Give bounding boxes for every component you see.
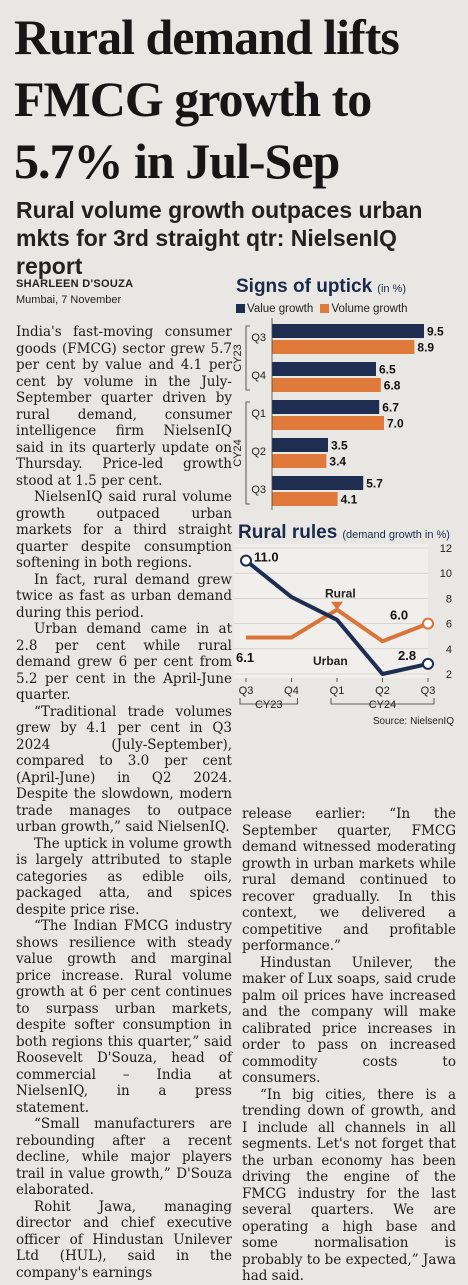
- bar: [272, 340, 415, 354]
- paragraph: India's fast-moving consumer goods (FMCG…: [16, 324, 232, 489]
- year-bracket: [245, 325, 250, 391]
- bar-chart-title: Signs of uptick (in %): [236, 276, 406, 298]
- bar-chart: Q3 9.5 8.9 Q4 6.5 6.8 Q1 6.7 7.0 Q2 3.5 3.4 Q3 5.7 4.1…: [232, 318, 444, 510]
- bar-value-label: 6.7: [382, 401, 399, 415]
- data-label: 6.1: [236, 650, 254, 665]
- year-group-label: CY24: [232, 439, 244, 467]
- data-label: 11.0: [254, 550, 279, 565]
- year-bracket: [239, 698, 298, 705]
- year-bracket: [330, 698, 435, 705]
- bar: [272, 400, 380, 414]
- source-note: Source: NielsenIQ: [373, 716, 454, 727]
- bar-value-label: 6.8: [384, 379, 401, 393]
- paragraph: The uptick in volume growth is largely a…: [16, 835, 232, 918]
- bar: [272, 438, 328, 452]
- legend-label: Volume growth: [331, 303, 408, 315]
- y-tick-label: 8: [446, 593, 452, 605]
- legend-swatch: [320, 304, 330, 313]
- chart-title: Rural rules: [238, 522, 338, 543]
- y-tick-label: Q2: [251, 446, 266, 458]
- bar-value-label: 7.0: [387, 417, 404, 431]
- paragraph: Urban demand came in at 2.8 per cent whi…: [16, 621, 232, 703]
- bar-value-label: 3.5: [331, 439, 348, 453]
- x-tick-label: Q2: [375, 685, 390, 697]
- dateline: Mumbai, 7 November: [16, 294, 122, 306]
- data-point: [422, 617, 434, 630]
- bar-value-label: 5.7: [366, 477, 383, 491]
- chart-unit: (demand growth in %): [342, 529, 450, 541]
- year-group-label: CY23: [232, 344, 244, 372]
- y-tick-label: 10: [440, 568, 452, 580]
- paragraph: release earlier: “In the September quart…: [242, 806, 456, 954]
- headline-line: Rural demand lifts: [14, 9, 400, 65]
- article-column-2: release earlier: “In the September quart…: [242, 806, 456, 1285]
- data-label: 6.0: [390, 608, 408, 623]
- bar: [272, 362, 376, 376]
- paragraph: “The Indian FMCG industry shows resilien…: [16, 918, 232, 1116]
- bar: [272, 324, 424, 338]
- y-tick-label: Q4: [251, 370, 266, 382]
- subhead-line: mkts for 3rd straight qtr: NielsenIQ rep…: [16, 225, 397, 279]
- paragraph: In fact, rural demand grew twice as fast…: [16, 571, 232, 621]
- article-column-1: India's fast-moving consumer goods (FMCG…: [16, 324, 232, 1281]
- legend-label: Value growth: [247, 303, 314, 315]
- bar: [272, 378, 381, 392]
- series-line: [244, 559, 429, 676]
- y-tick-label: 4: [446, 644, 452, 656]
- bar-chart-legend: Value growth Volume growth: [236, 303, 408, 315]
- y-tick-label: Q1: [251, 408, 266, 420]
- x-tick-label: Q3: [421, 685, 436, 697]
- legend-swatch: [236, 304, 245, 313]
- plot-area: [234, 544, 428, 678]
- bar-value-label: 6.5: [379, 363, 396, 377]
- paragraph: Rohit Jawa, managing director and chief …: [16, 1198, 232, 1281]
- headline-line: FMCG growth to: [14, 71, 372, 127]
- series-label: Rural: [325, 587, 356, 601]
- bar-value-label: 8.9: [417, 341, 434, 355]
- x-tick-label: Q1: [330, 685, 345, 697]
- x-tick-label: Q3: [239, 685, 254, 697]
- line-chart: 2 4 6 8 10 12 11.0 6.1 6.0 2.8 Rural Urban Q3 Q4 Q1 Q2 Q…: [234, 543, 454, 727]
- y-tick-label: Q3: [251, 484, 266, 496]
- y-tick-label: 6: [446, 619, 452, 631]
- bar: [272, 492, 338, 506]
- x-tick-label: Q4: [284, 685, 299, 697]
- line-chart-title: Rural rules (demand growth in %): [238, 522, 450, 544]
- byline: SHARLEEN D'SOUZA Mumbai, 7 November: [16, 276, 133, 308]
- series-label: Urban: [313, 654, 348, 668]
- year-bracket: [245, 401, 250, 505]
- year-group-label: CY24: [369, 699, 397, 711]
- data-point: [240, 554, 252, 567]
- chart-unit: (in %): [377, 283, 407, 295]
- bar: [272, 476, 364, 490]
- y-tick-label: 2: [446, 669, 452, 681]
- bar-value-label: 4.1: [341, 493, 358, 507]
- paragraph: “Small manufacturers are rebounding afte…: [16, 1116, 232, 1198]
- subheadline: Rural volume growth outpaces urban mkts …: [16, 196, 462, 280]
- data-label: 2.8: [398, 648, 416, 663]
- year-group-label: CY23: [255, 699, 283, 711]
- headline: Rural demand lifts FMCG growth to 5.7% i…: [14, 6, 460, 192]
- paragraph: NielsenIQ said rural volume growth outpa…: [16, 489, 232, 571]
- headline-line: 5.7% in Jul-Sep: [14, 133, 340, 189]
- bar-value-label: 9.5: [427, 325, 444, 339]
- y-tick-label: 12: [440, 543, 452, 555]
- y-tick-label: Q3: [251, 332, 266, 344]
- chart-title: Signs of uptick: [236, 276, 373, 297]
- bar-value-label: 3.4: [329, 455, 346, 469]
- paragraph: “Traditional trade volumes grew by 4.1 p…: [16, 703, 232, 836]
- bar: [272, 454, 327, 468]
- paragraph: “In big cities, there is a trending down…: [242, 1086, 456, 1285]
- bar: [272, 416, 384, 430]
- data-point: [422, 657, 434, 670]
- paragraph: Hindustan Unilever, the maker of Lux soa…: [242, 954, 456, 1087]
- author-name: SHARLEEN D'SOUZA: [16, 278, 134, 290]
- subhead-line: Rural volume growth outpaces urban: [16, 197, 423, 223]
- rural-marker: [331, 601, 343, 610]
